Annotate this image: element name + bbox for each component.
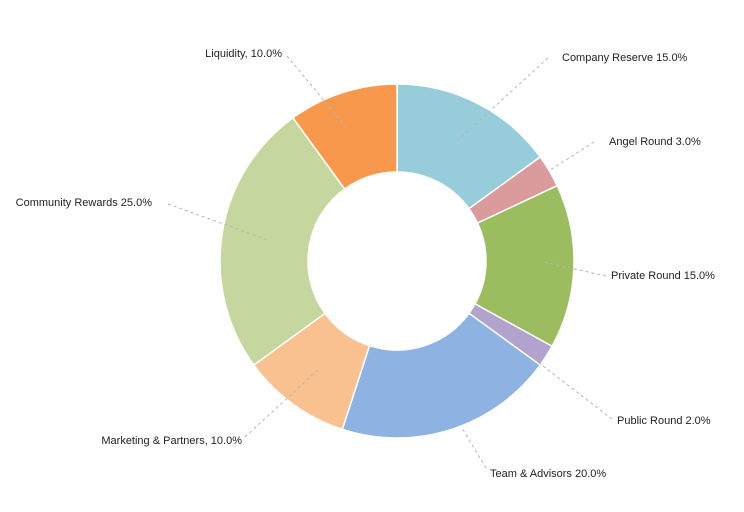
leader-line-private-round [542,261,607,277]
leader-line-public-round [529,355,613,420]
leader-lines [167,55,613,469]
slice-liquidity [291,83,398,191]
slice-label-public-round: Public Round 2.0% [617,415,711,427]
leader-line-marketing-and-partners [244,367,321,438]
slice-label-liquidity: Liquidity, 10.0% [205,48,282,60]
slice-label-company-reserve: Company Reserve 15.0% [562,52,688,64]
slice-label-community-rewards: Community Rewards 25.0% [16,197,153,209]
slice-community-rewards [219,116,346,367]
leader-line-team-and-advisors [461,427,487,469]
slice-label-angel-round: Angel Round 3.0% [609,136,701,148]
slice-company-reserve [396,83,542,210]
slice-labels: Company Reserve 15.0% Angel Round 3.0% Pri… [16,48,716,480]
slice-team-and-advisors [341,312,542,439]
leader-line-company-reserve [457,57,549,141]
donut-slices [219,83,575,439]
slice-label-marketing-and-partners: Marketing & Partners, 10.0% [101,435,242,447]
slice-label-private-round: Private Round 15.0% [611,270,715,282]
slice-private-round [473,184,575,348]
slice-label-team-and-advisors: Team & Advisors 20.0% [490,468,606,480]
leader-line-angel-round [546,141,595,173]
